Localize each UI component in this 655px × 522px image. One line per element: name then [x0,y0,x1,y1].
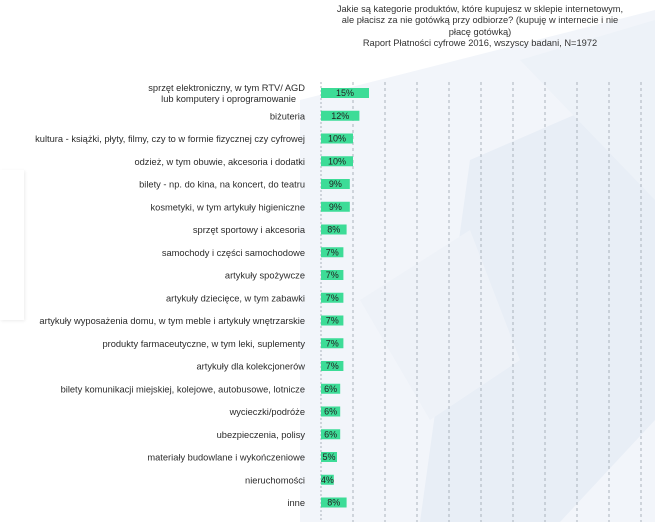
bar [321,497,347,508]
bar [321,247,344,258]
bar [321,338,344,349]
bar [321,201,350,212]
category-label: biżuteria [270,111,306,121]
category-label: kosmetyki, w tym artykuły higieniczne [151,202,305,212]
data-label: 7% [326,293,339,303]
data-label: 7% [326,361,339,371]
bar [321,133,353,144]
data-label: 6% [324,429,337,439]
category-label: produkty farmaceutyczne, w tym leki, sup… [102,339,305,349]
bar [321,88,369,98]
data-label: 8% [327,225,340,235]
data-label: 6% [324,384,337,394]
category-label: artykuły spożywcze [225,271,305,281]
bar [321,361,344,371]
chart-subtitle: Raport Płatności cyfrowe 2016, wszyscy b… [362,38,598,49]
bar [321,224,347,235]
data-label: 10% [328,156,346,166]
background-shape-4 [360,230,520,420]
data-label: 7% [326,316,339,326]
background-shape-2 [420,80,655,522]
category-label: artykuły wyposażenia domu, w tym meble i… [39,316,305,326]
data-label: 15% [336,88,354,98]
category-label: bilety komunikacji miejskiej, kolejowe, … [61,384,305,394]
data-label: 10% [328,134,346,144]
data-label: 9% [329,202,342,212]
data-label: 9% [329,179,342,189]
data-label: 4% [321,475,334,485]
left-side-panel [0,170,24,320]
category-label: wycieczki/podróże [229,407,305,417]
bar [321,270,344,280]
chart-title-line-1: Jakie są kategorie produktów, które kupu… [336,4,624,14]
bar [321,474,334,485]
bar [321,156,353,167]
category-label: bilety - np. do kina, na koncert, do tea… [139,180,305,190]
category-label: artykuły dziecięce, w tym zabawki [166,293,305,303]
category-label: sprzęt elektroniczny, w tym RTV/ AGD [148,83,305,93]
data-label: 12% [331,111,349,121]
category-label: materiały budowlane i wykończeniowe [147,453,305,463]
category-label: sprzęt sportowy i akcesoria [193,225,306,235]
data-label: 8% [327,498,340,508]
category-label: inne [287,498,305,508]
category-label: lub komputery i oprogramowanie [161,94,296,104]
bar [321,315,344,326]
bar [321,406,341,417]
bar [321,110,360,121]
bar [321,452,337,462]
background-shape-3 [520,20,655,200]
category-label: samochody i części samochodowe [162,248,305,258]
bar [321,383,341,394]
bar [321,429,341,440]
chart-title-line-2: ale płacisz za nie gotówką przy odbiorze… [341,15,619,26]
category-label: kultura - książki, płyty, filmy, czy to … [35,134,305,144]
chart-title-line-3: płacę gotówką) [448,26,512,37]
data-label: 7% [326,338,339,348]
bar [321,179,350,189]
category-label: artykuły dla kolekcjonerów [196,362,305,372]
category-label: odzież, w tym obuwie, akcesoria i dodatk… [134,157,305,167]
data-label: 7% [326,270,339,280]
category-label: nieruchomości [245,475,305,485]
category-label: ubezpieczenia, polisy [217,430,306,440]
chart-title: Jakie są kategorie produktów, które kupu… [305,4,655,50]
data-label: 5% [322,452,335,462]
bar [321,292,344,303]
data-label: 6% [324,407,337,417]
data-label: 7% [326,247,339,257]
